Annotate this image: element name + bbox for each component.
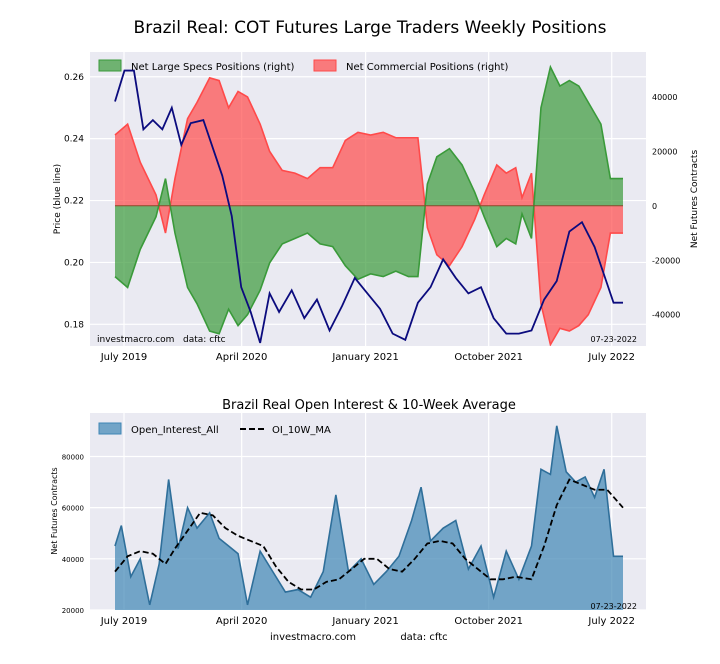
legend-swatch-large-specs xyxy=(98,59,122,72)
top-left-tick-label: 0.22 xyxy=(64,197,84,207)
bottom-areas xyxy=(114,425,623,610)
top-date-stamp: 07-23-2022 xyxy=(591,335,638,344)
legend-label-oi-ma: OI_10W_MA xyxy=(272,425,331,436)
top-left-tick-label: 0.18 xyxy=(64,320,84,330)
price-line xyxy=(114,69,623,344)
bottom-x-tick-label: January 2021 xyxy=(331,616,399,627)
legend-label-large-specs: Net Large Specs Positions (right) xyxy=(131,62,295,73)
top-x-tick-label: April 2020 xyxy=(216,352,267,363)
commercial-line xyxy=(114,76,623,346)
chart-title-open-interest: Brazil Real Open Interest & 10-Week Aver… xyxy=(222,398,516,413)
bottom-x-tick-label: April 2020 xyxy=(216,616,267,627)
top-lines xyxy=(114,69,623,344)
top-right-axis-label: Net Futures Contracts xyxy=(690,150,700,249)
bottom-x-tick-label: July 2019 xyxy=(100,616,148,627)
commercial-area xyxy=(115,77,623,345)
top-right-tick-label: 0 xyxy=(652,202,657,211)
top-right-tick-label: -40000 xyxy=(652,311,680,320)
bottom-y-tick-label: 40000 xyxy=(62,556,84,564)
bottom-y-ticks: 20000 40000 60000 80000 xyxy=(62,453,84,615)
chart-title: Brazil Real: COT Futures Large Traders W… xyxy=(134,18,607,38)
bottom-x-tick-label: October 2021 xyxy=(454,616,523,627)
bottom-y-axis-label: Net Futures Contracts xyxy=(50,467,59,554)
top-left-tick-label: 0.20 xyxy=(64,258,84,268)
top-x-tick-label: July 2022 xyxy=(587,352,635,363)
legend-swatch-commercial xyxy=(313,59,337,72)
footer-data: data: cftc xyxy=(400,632,447,643)
top-left-axis-label: Price (blue line) xyxy=(53,164,63,234)
top-left-tick-label: 0.26 xyxy=(64,73,84,83)
legend-swatch-open-interest xyxy=(98,422,122,435)
top-x-ticks: July 2019 April 2020 January 2021 October 2… xyxy=(100,352,635,363)
open-interest-line xyxy=(114,425,623,606)
legend-label-open-interest: Open_Interest_All xyxy=(131,425,219,436)
top-legend: Net Large Specs Positions (right) Net Co… xyxy=(98,59,508,73)
large-specs-area xyxy=(115,66,623,334)
top-left-tick-label: 0.24 xyxy=(64,135,84,145)
top-right-ticks: -40000 -20000 0 20000 40000 xyxy=(652,93,680,320)
oi-10w-ma-line xyxy=(114,478,624,591)
bottom-y-tick-label: 80000 xyxy=(62,453,84,461)
open-interest-area xyxy=(115,425,623,610)
top-areas xyxy=(114,64,623,346)
bottom-x-tick-label: July 2022 xyxy=(587,616,635,627)
bottom-y-tick-label: 60000 xyxy=(62,505,84,513)
top-right-tick-label: -20000 xyxy=(652,256,680,265)
top-source-note: investmacro.com data: cftc xyxy=(97,335,226,345)
top-x-tick-label: January 2021 xyxy=(331,352,399,363)
top-right-tick-label: 40000 xyxy=(652,93,677,102)
bottom-legend: Open_Interest_All OI_10W_MA xyxy=(98,422,331,436)
bottom-x-ticks: July 2019 April 2020 January 2021 October 2… xyxy=(100,616,635,627)
top-x-tick-label: October 2021 xyxy=(454,352,523,363)
top-x-tick-label: July 2019 xyxy=(100,352,148,363)
legend-label-commercial: Net Commercial Positions (right) xyxy=(346,62,508,73)
bottom-y-tick-label: 20000 xyxy=(62,607,84,615)
top-right-tick-label: 20000 xyxy=(652,147,677,156)
bottom-date-stamp: 07-23-2022 xyxy=(591,602,638,611)
bottom-lines xyxy=(114,478,624,591)
top-left-ticks: 0.18 0.20 0.22 0.24 0.26 xyxy=(64,73,84,331)
footer-site: investmacro.com xyxy=(270,632,356,643)
large-specs-line xyxy=(114,64,623,335)
